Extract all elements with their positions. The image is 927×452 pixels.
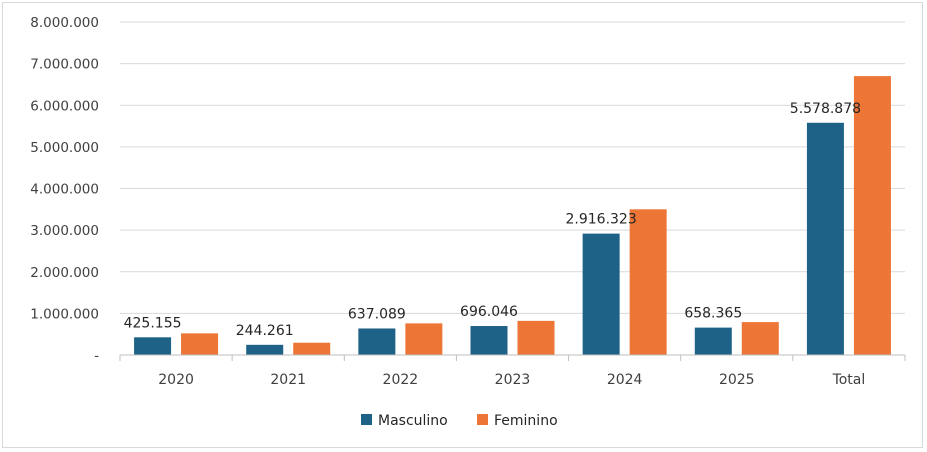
legend: Masculino Feminino — [361, 413, 558, 429]
y-tick-label: 3.000.000 — [30, 223, 99, 239]
y-tick-label: - — [94, 348, 99, 364]
bar-masculino-2023 — [470, 326, 508, 355]
data-labels: 425.155 244.261 637.089 696.046 2.916.323 658… — [124, 101, 861, 339]
data-label: 658.365 — [684, 306, 742, 322]
bar-feminino-2025 — [741, 322, 779, 355]
bar-masculino-2022 — [358, 328, 396, 355]
x-tick-label: 2024 — [607, 372, 643, 388]
data-label: 696.046 — [460, 304, 518, 320]
x-tick-label: 2023 — [495, 372, 531, 388]
legend-swatch-masculino — [361, 414, 372, 425]
bar-masculino-total — [806, 122, 844, 355]
bar-masculino-2020 — [134, 337, 172, 355]
data-label: 2.916.323 — [566, 212, 637, 228]
x-tick-label: Total — [832, 372, 866, 388]
legend-swatch-feminino — [477, 414, 488, 425]
legend-label-feminino: Feminino — [494, 413, 558, 429]
bar-feminino-2022 — [405, 323, 443, 355]
y-axis: - 1.000.000 2.000.000 3.000.000 4.000.000 5.0… — [30, 15, 99, 364]
x-tick-label: 2020 — [158, 372, 194, 388]
data-label: 244.261 — [236, 323, 294, 339]
y-tick-label: 6.000.000 — [30, 98, 99, 114]
y-tick-label: 2.000.000 — [30, 265, 99, 281]
data-label: 425.155 — [124, 315, 182, 331]
x-tick-label: 2021 — [270, 372, 306, 388]
bars — [134, 76, 891, 356]
legend-label-masculino: Masculino — [378, 413, 448, 429]
x-tick-label: 2025 — [719, 372, 755, 388]
y-tick-label: 1.000.000 — [30, 306, 99, 322]
y-tick-label: 7.000.000 — [30, 57, 99, 73]
bar-masculino-2024 — [582, 233, 620, 355]
data-label: 637.089 — [348, 306, 406, 322]
x-axis: 2020 2021 2022 2023 2024 2025 Total — [119, 354, 906, 388]
bar-feminino-total — [853, 76, 891, 356]
bar-masculino-2021 — [246, 344, 284, 355]
bar-feminino-2021 — [293, 342, 331, 355]
bar-masculino-2025 — [694, 327, 732, 355]
bar-feminino-2024 — [629, 209, 667, 355]
gridlines — [120, 21, 905, 314]
x-tick-label: 2022 — [383, 372, 419, 388]
y-tick-label: 5.000.000 — [30, 140, 99, 156]
bar-feminino-2020 — [181, 333, 219, 355]
bar-feminino-2023 — [517, 320, 555, 355]
data-label: 5.578.878 — [790, 101, 861, 117]
y-tick-label: 8.000.000 — [30, 15, 99, 31]
y-tick-label: 4.000.000 — [30, 182, 99, 198]
